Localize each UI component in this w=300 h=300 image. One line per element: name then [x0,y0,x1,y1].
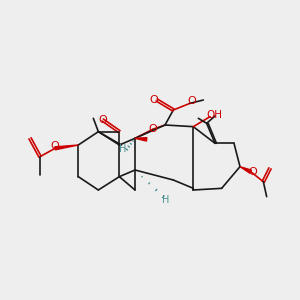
Text: H: H [162,195,169,205]
Text: OH: OH [206,110,222,120]
Polygon shape [135,138,147,141]
Text: H: H [119,144,126,154]
Text: O: O [188,96,196,106]
Polygon shape [240,167,251,173]
Text: O: O [148,124,157,134]
Polygon shape [55,145,78,150]
Text: O: O [51,141,59,151]
Text: O: O [149,95,158,105]
Text: O: O [248,167,257,177]
Text: O: O [98,115,107,125]
